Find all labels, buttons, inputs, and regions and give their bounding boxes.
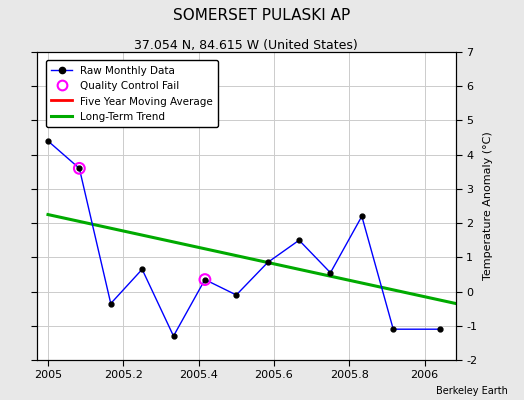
Point [201, 276, 209, 283]
Title: 37.054 N, 84.615 W (United States): 37.054 N, 84.615 W (United States) [134, 39, 358, 52]
Text: SOMERSET PULASKI AP: SOMERSET PULASKI AP [173, 8, 351, 23]
Y-axis label: Temperature Anomaly (°C): Temperature Anomaly (°C) [483, 132, 493, 280]
Text: Berkeley Earth: Berkeley Earth [436, 386, 508, 396]
Legend: Raw Monthly Data, Quality Control Fail, Five Year Moving Average, Long-Term Tren: Raw Monthly Data, Quality Control Fail, … [46, 60, 219, 127]
Point [75, 165, 83, 172]
